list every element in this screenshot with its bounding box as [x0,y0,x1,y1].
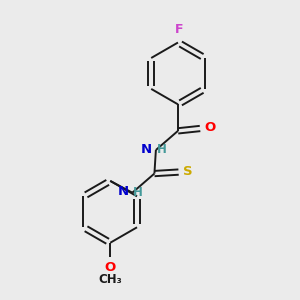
Text: S: S [183,165,193,178]
Text: H: H [157,143,166,156]
Text: O: O [105,261,116,274]
Text: O: O [205,121,216,134]
Text: N: N [141,142,152,156]
Text: N: N [118,185,129,198]
Text: F: F [175,23,184,36]
Text: CH₃: CH₃ [98,273,122,286]
Text: H: H [133,186,143,199]
